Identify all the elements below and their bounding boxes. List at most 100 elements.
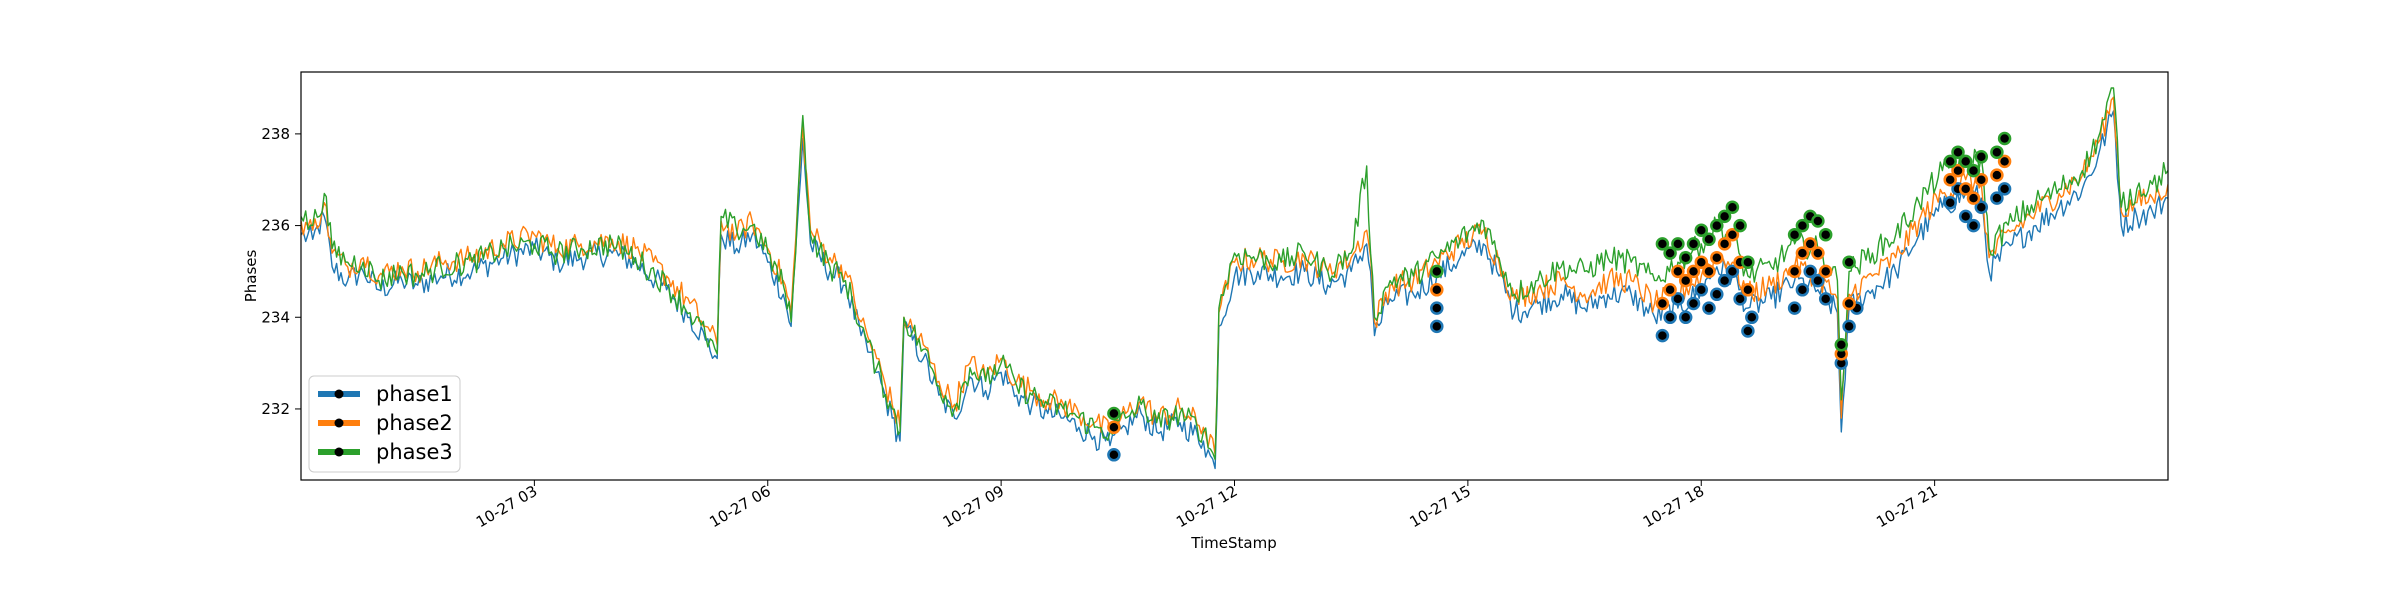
anomaly-point-phase2 xyxy=(1795,246,1810,260)
anomaly-point-phase2 xyxy=(1678,273,1693,288)
anomaly-point-phase1 xyxy=(1717,273,1732,288)
anomaly-point-phase2 xyxy=(1842,296,1856,311)
anomaly-point-phase2 xyxy=(1997,154,2012,169)
anomaly-point-phase3 xyxy=(1997,131,2012,146)
legend-item-phase1: phase1 xyxy=(318,382,453,406)
anomaly-point-phase1 xyxy=(1655,328,1670,343)
anomaly-point-phase1 xyxy=(1694,283,1709,297)
anomaly-point-phase2 xyxy=(1694,255,1709,269)
anomaly-point-phase1 xyxy=(1958,209,1973,224)
anomaly-point-phase1 xyxy=(1430,301,1444,315)
y-tick-label: 236 xyxy=(261,217,290,235)
anomaly-point-phase3 xyxy=(1966,163,1981,178)
anomaly-point-phase1 xyxy=(1678,310,1693,325)
y-tick-label: 232 xyxy=(261,400,290,418)
anomaly-point-phase1 xyxy=(1795,283,1810,297)
anomaly-point-phase1 xyxy=(1974,200,1989,214)
legend-label-phase3: phase3 xyxy=(376,440,453,464)
anomaly-point-phase3 xyxy=(1787,227,1802,242)
anomaly-point-phase2 xyxy=(1717,237,1732,251)
legend-label-phase1: phase1 xyxy=(376,382,453,406)
legend-label-phase2: phase2 xyxy=(376,411,453,435)
anomaly-point-phase3 xyxy=(1834,338,1849,352)
anomaly-point-phase3 xyxy=(1694,223,1709,237)
y-tick-label: 234 xyxy=(261,308,290,326)
anomaly-point-phase2 xyxy=(1686,264,1701,279)
anomaly-point-phase2 xyxy=(1787,264,1802,279)
anomaly-point-phase1 xyxy=(1686,296,1701,311)
anomaly-point-phase1 xyxy=(1818,292,1833,306)
anomaly-point-phase1 xyxy=(1787,301,1802,315)
anomaly-point-phase3 xyxy=(1107,406,1121,421)
series-layer xyxy=(301,87,2168,470)
anomaly-point-phase1 xyxy=(1745,310,1759,325)
anomaly-point-phase3 xyxy=(1655,237,1670,251)
anomaly-point-phase3 xyxy=(1795,218,1810,233)
anomaly-point-phase2 xyxy=(1663,283,1677,297)
legend-item-phase3: phase3 xyxy=(318,440,453,464)
anomaly-point-phase2 xyxy=(1710,250,1724,265)
anomaly-marker-layer xyxy=(1107,131,2012,462)
anomaly-point-phase1 xyxy=(1803,264,1817,279)
legend-marker-phase1 xyxy=(334,389,344,399)
anomaly-point-phase2 xyxy=(1702,264,1716,279)
anomaly-point-phase3 xyxy=(1811,214,1825,228)
anomaly-point-phase3 xyxy=(1725,200,1740,214)
anomaly-point-phase3 xyxy=(1990,145,2004,159)
anomaly-point-phase2 xyxy=(1951,163,1965,178)
anomaly-point-phase2 xyxy=(1818,264,1833,279)
legend-marker-phase3 xyxy=(334,447,344,457)
anomaly-point-phase2 xyxy=(1990,168,2004,182)
y-axis-ticks: 232 234 236 238 xyxy=(261,125,301,418)
x-axis-title: TimeStamp xyxy=(1190,534,1276,552)
anomaly-point-phase2 xyxy=(1725,227,1740,242)
anomaly-point-phase2 xyxy=(1741,283,1755,297)
anomaly-point-phase3 xyxy=(1717,209,1732,224)
anomaly-point-phase3 xyxy=(1958,154,1973,169)
anomaly-point-phase3 xyxy=(1951,145,1965,159)
anomaly-point-phase3 xyxy=(1671,237,1685,251)
anomaly-point-phase3 xyxy=(1663,246,1677,260)
anomaly-point-phase3 xyxy=(1678,250,1693,265)
anomaly-point-phase1 xyxy=(1733,292,1747,306)
anomaly-point-phase1 xyxy=(1710,287,1724,302)
anomaly-point-phase2 xyxy=(1803,237,1817,251)
anomaly-point-phase1 xyxy=(1842,319,1856,334)
anomaly-point-phase3 xyxy=(1818,227,1833,242)
anomaly-point-phase1 xyxy=(1811,273,1825,288)
anomaly-point-phase3 xyxy=(1702,232,1716,247)
anomaly-point-phase1 xyxy=(1997,182,2012,196)
series-line-phase3 xyxy=(301,87,2168,461)
y-axis-title: Phases xyxy=(242,250,260,303)
anomaly-point-phase1 xyxy=(1702,301,1716,315)
anomaly-point-phase3 xyxy=(1686,237,1701,251)
anomaly-point-phase3 xyxy=(1710,218,1724,233)
legend-box xyxy=(308,375,461,473)
anomaly-point-phase1 xyxy=(1663,310,1677,325)
y-tick-label: 238 xyxy=(261,125,290,143)
anomaly-point-phase3 xyxy=(1741,255,1755,269)
anomaly-point-phase1 xyxy=(1671,292,1685,306)
legend-marker-phase2 xyxy=(334,418,344,428)
series-line-phase1 xyxy=(301,110,2168,470)
anomaly-point-phase2 xyxy=(1655,296,1670,311)
anomaly-point-phase2 xyxy=(1943,172,1957,187)
anomaly-point-phase2 xyxy=(1966,191,1981,205)
anomaly-point-phase2 xyxy=(1430,283,1444,297)
anomaly-point-phase1 xyxy=(1943,195,1957,210)
anomaly-point-phase3 xyxy=(1943,154,1957,169)
anomaly-point-phase3 xyxy=(1733,218,1747,233)
anomaly-point-phase2 xyxy=(1974,172,1989,187)
anomaly-point-phase1 xyxy=(1741,324,1755,338)
anomaly-point-phase2 xyxy=(1671,264,1685,279)
anomaly-point-phase1 xyxy=(1966,218,1981,233)
anomaly-point-phase1 xyxy=(1725,264,1740,279)
anomaly-point-phase2 xyxy=(1107,420,1121,435)
legend: phase1 phase2 phase3 xyxy=(308,375,461,473)
anomaly-point-phase2 xyxy=(1958,182,1973,196)
anomaly-point-phase1 xyxy=(1990,191,2004,205)
legend-item-phase2: phase2 xyxy=(318,411,453,435)
anomaly-point-phase3 xyxy=(1974,150,1989,164)
